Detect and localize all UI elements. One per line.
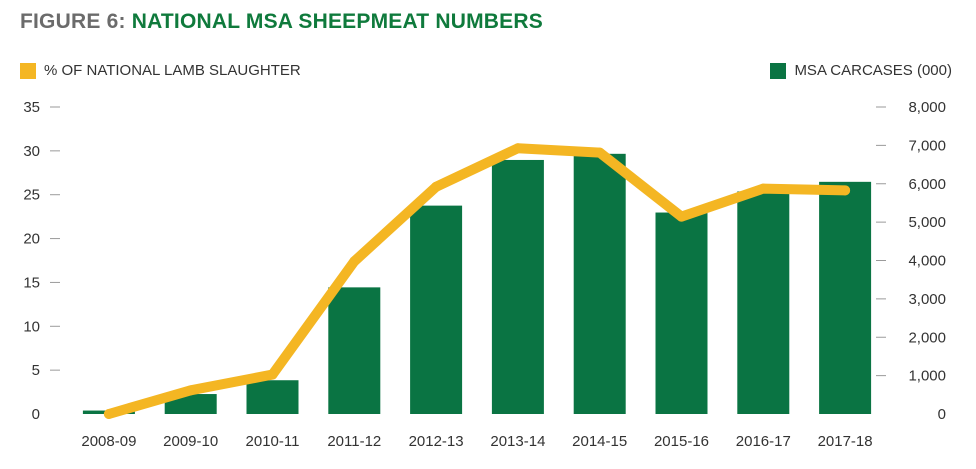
line-point-2014-15 xyxy=(594,147,605,158)
line-point-2008-09 xyxy=(103,409,114,419)
right-tick-label: 8,000 xyxy=(908,99,946,116)
bar-2017-18 xyxy=(819,181,872,414)
figure-name: NATIONAL MSA SHEEPMEAT NUMBERS xyxy=(131,10,543,33)
right-tick-label: 3,000 xyxy=(908,291,946,308)
x-tick-label: 2009-10 xyxy=(163,433,218,450)
left-tick-label: 20 xyxy=(23,231,40,248)
legend-bar-label: MSA CARCASES (000) xyxy=(794,62,952,79)
left-tick-label: 5 xyxy=(32,362,40,379)
left-tick-label: 0 xyxy=(32,406,40,423)
left-tick-label: 15 xyxy=(23,274,40,291)
x-tick-label: 2011-12 xyxy=(327,433,381,450)
right-tick-label: 2,000 xyxy=(908,329,946,346)
right-tick-label: 5,000 xyxy=(908,214,946,231)
line-point-2015-16 xyxy=(676,211,687,222)
figure-number: FIGURE 6: xyxy=(20,10,126,33)
legend-line-series: % OF NATIONAL LAMB SLAUGHTER xyxy=(20,62,301,79)
bar-2011-12 xyxy=(328,287,381,414)
bar-2014-15 xyxy=(573,153,626,414)
left-tick-label: 30 xyxy=(23,143,40,160)
right-tick-label: 0 xyxy=(938,406,946,423)
line-point-2010-11 xyxy=(267,369,278,380)
legend-line-swatch xyxy=(20,62,36,79)
x-tick-label: 2008-09 xyxy=(81,433,136,450)
line-point-2016-17 xyxy=(758,183,769,194)
x-tick-label: 2015-16 xyxy=(654,433,709,450)
x-tick-label: 2017-18 xyxy=(818,433,873,450)
bar-2015-16 xyxy=(655,212,708,414)
right-tick-label: 6,000 xyxy=(908,176,946,193)
line-series-pct-lamb-slaughter xyxy=(103,143,851,419)
legend-line-label: % OF NATIONAL LAMB SLAUGHTER xyxy=(44,62,301,79)
left-tick-label: 35 xyxy=(23,99,40,116)
x-tick-label: 2016-17 xyxy=(736,433,791,450)
bar-2016-17 xyxy=(737,191,790,414)
right-tick-label: 4,000 xyxy=(908,253,946,270)
line-point-2011-12 xyxy=(349,256,360,267)
bar-2012-13 xyxy=(410,205,463,414)
right-tick-label: 7,000 xyxy=(908,137,946,154)
line-point-2013-14 xyxy=(512,143,523,154)
bar-2013-14 xyxy=(491,159,544,414)
x-tick-label: 2010-11 xyxy=(246,433,300,450)
left-tick-label: 10 xyxy=(23,318,40,335)
left-tick-label: 25 xyxy=(23,187,40,204)
legend-bar-series: MSA CARCASES (000) xyxy=(770,62,952,79)
right-tick-label: 1,000 xyxy=(908,368,946,385)
bar-2010-11 xyxy=(246,380,299,414)
x-tick-label: 2012-13 xyxy=(409,433,464,450)
line-point-2012-13 xyxy=(431,181,442,192)
legend-bar-swatch xyxy=(770,62,787,79)
x-tick-label: 2013-14 xyxy=(490,433,545,450)
figure-title: FIGURE 6: NATIONAL MSA SHEEPMEAT NUMBERS xyxy=(20,10,543,34)
line-point-2009-10 xyxy=(185,385,196,396)
x-tick-label: 2014-15 xyxy=(572,433,627,450)
line-point-2017-18 xyxy=(840,185,851,196)
